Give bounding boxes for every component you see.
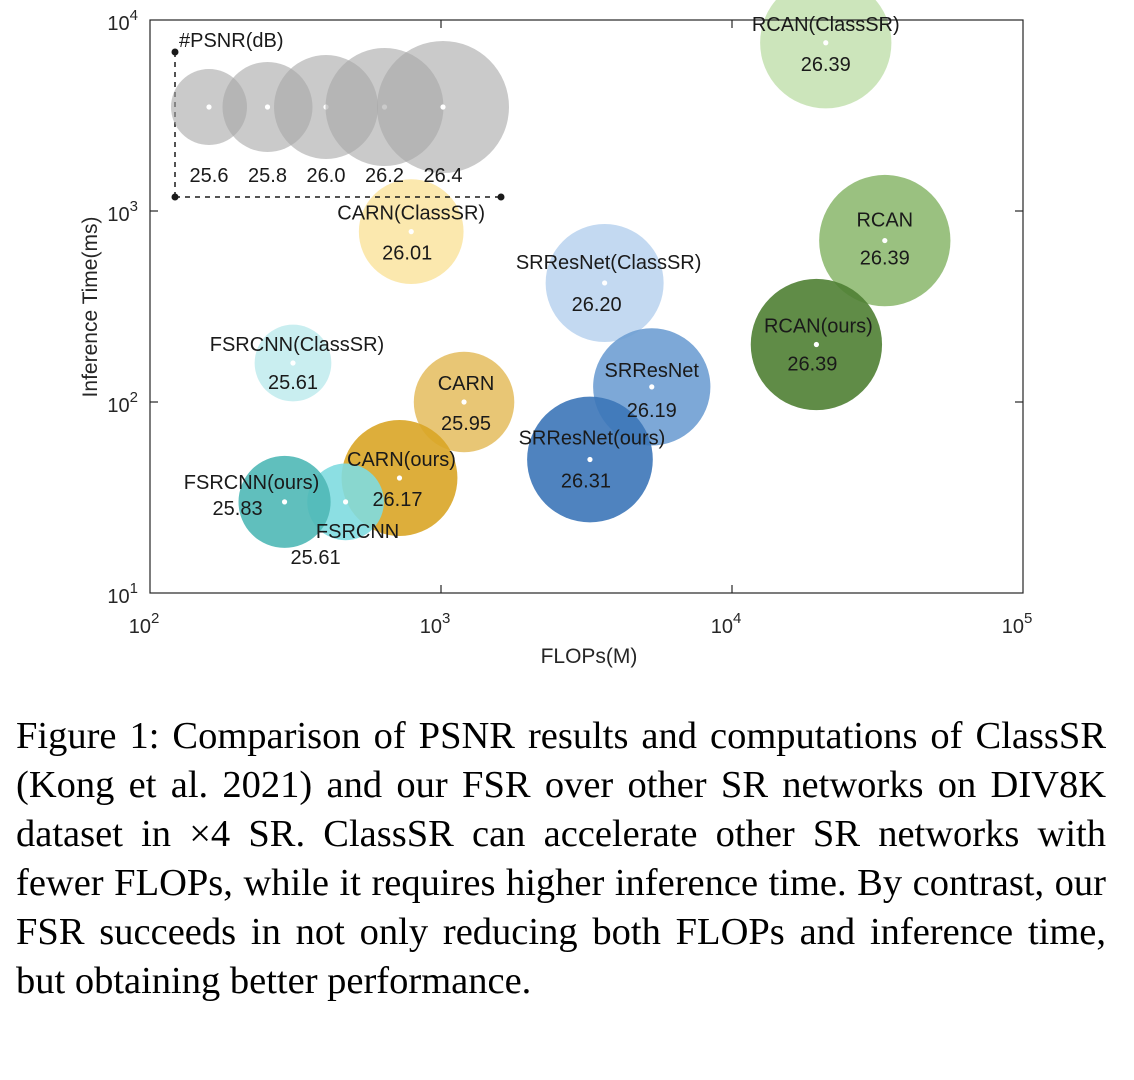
y-tick-label: 103 — [107, 198, 138, 226]
bubble-name-carn-classsr: CARN(ClassSR) — [337, 203, 485, 225]
bubble-name-fsrcnn-classsr: FSRCNN(ClassSR) — [210, 334, 384, 356]
size-legend-title: #PSNR(dB) — [179, 30, 283, 52]
bubble-rcan-classsr — [760, 0, 892, 109]
legend-bubble-center — [264, 104, 271, 110]
bubble-psnr-srresnet: 26.19 — [627, 400, 677, 422]
bubble-psnr-fsrcnn-classsr: 25.61 — [268, 372, 318, 394]
legend-bubble-center — [440, 104, 446, 110]
y-tick-label: 101 — [107, 580, 138, 608]
bubble-center-srresnet-classsr — [602, 280, 608, 286]
y-axis-label: Inference Time(ms) — [79, 217, 102, 398]
legend-corner-dot — [497, 193, 505, 201]
x-tick-label: 103 — [420, 610, 451, 638]
bubble-psnr-srresnet-classsr: 26.20 — [572, 294, 622, 316]
bubble-center-rcan-classsr — [823, 40, 829, 46]
bubble-name-srresnet-ours: SRResNet(ours) — [519, 427, 666, 449]
bubble-psnr-srresnet-ours: 26.31 — [561, 470, 611, 492]
bubble-labels: RCAN(ClassSR) 26.39 RCAN 26.39 RCAN(ours) 26.… — [184, 14, 913, 569]
bubble-center-srresnet-ours — [587, 456, 593, 463]
bubble-psnr-rcan-ours: 26.39 — [787, 354, 837, 376]
bubble-center-fsrcnn-ours — [281, 499, 288, 505]
bubble-psnr-fsrcnn-ours: 25.83 — [213, 498, 263, 520]
y-tick-label: 104 — [107, 7, 138, 35]
figure-caption: Figure 1: Comparison of PSNR results and… — [16, 715, 1106, 1002]
legend-value-label: 25.8 — [248, 165, 287, 187]
x-tick-label: 102 — [129, 610, 160, 638]
legend-value-label: 26.0 — [307, 165, 346, 187]
legend-corner-dot — [171, 193, 179, 201]
size-legend: #PSNR(dB) 25.6 25.8 26.0 26.2 26.4 — [171, 30, 509, 201]
bubbles-layer — [238, 0, 951, 548]
bubble-center-fsrcnn-classsr — [290, 360, 296, 366]
y-tick-label: 102 — [107, 389, 138, 417]
bubble-center-carn-ours — [396, 475, 403, 481]
bubble-name-srresnet-classsr: SRResNet(ClassSR) — [516, 252, 702, 274]
plot-frame — [149, 19, 1024, 594]
bubble-name-srresnet: SRResNet — [605, 360, 700, 382]
bubble-center-fsrcnn — [342, 499, 349, 505]
legend-value-label: 26.2 — [365, 165, 404, 187]
legend-value-label: 26.4 — [424, 165, 463, 187]
bubble-name-rcan-classsr: RCAN(ClassSR) — [752, 14, 900, 36]
bubble-psnr-rcan-classsr: 26.39 — [801, 54, 851, 76]
bubble-psnr-rcan: 26.39 — [860, 248, 910, 270]
bubble-center-rcan — [882, 237, 888, 244]
bubble-center-carn-classsr — [408, 229, 414, 235]
bubble-name-carn: CARN — [438, 373, 495, 395]
bubble-psnr-carn-classsr: 26.01 — [382, 243, 432, 265]
bubble-center-rcan-ours — [813, 341, 820, 348]
x-axis-label: FLOPs(M) — [541, 645, 638, 668]
bubble-name-rcan-ours: RCAN(ours) — [764, 316, 873, 338]
legend-value-label: 25.6 — [190, 165, 229, 187]
x-tick-label: 105 — [1002, 610, 1033, 638]
legend-bubble-center — [206, 104, 212, 110]
legend-corner-dot — [171, 48, 179, 56]
bubble-name-rcan: RCAN — [856, 210, 913, 232]
bubble-center-carn — [461, 399, 467, 405]
x-tick-label: 104 — [711, 610, 742, 638]
bubble-name-fsrcnn-ours: FSRCNN(ours) — [184, 472, 320, 494]
bubble-name-fsrcnn: FSRCNN — [316, 521, 399, 543]
bubble-center-srresnet — [649, 384, 655, 390]
bubble-psnr-carn: 25.95 — [441, 413, 491, 435]
bubble-name-carn-ours: CARN(ours) — [347, 449, 456, 471]
bubble-psnr-carn-ours: 26.17 — [372, 489, 422, 511]
bubble-psnr-fsrcnn: 25.61 — [291, 547, 341, 569]
